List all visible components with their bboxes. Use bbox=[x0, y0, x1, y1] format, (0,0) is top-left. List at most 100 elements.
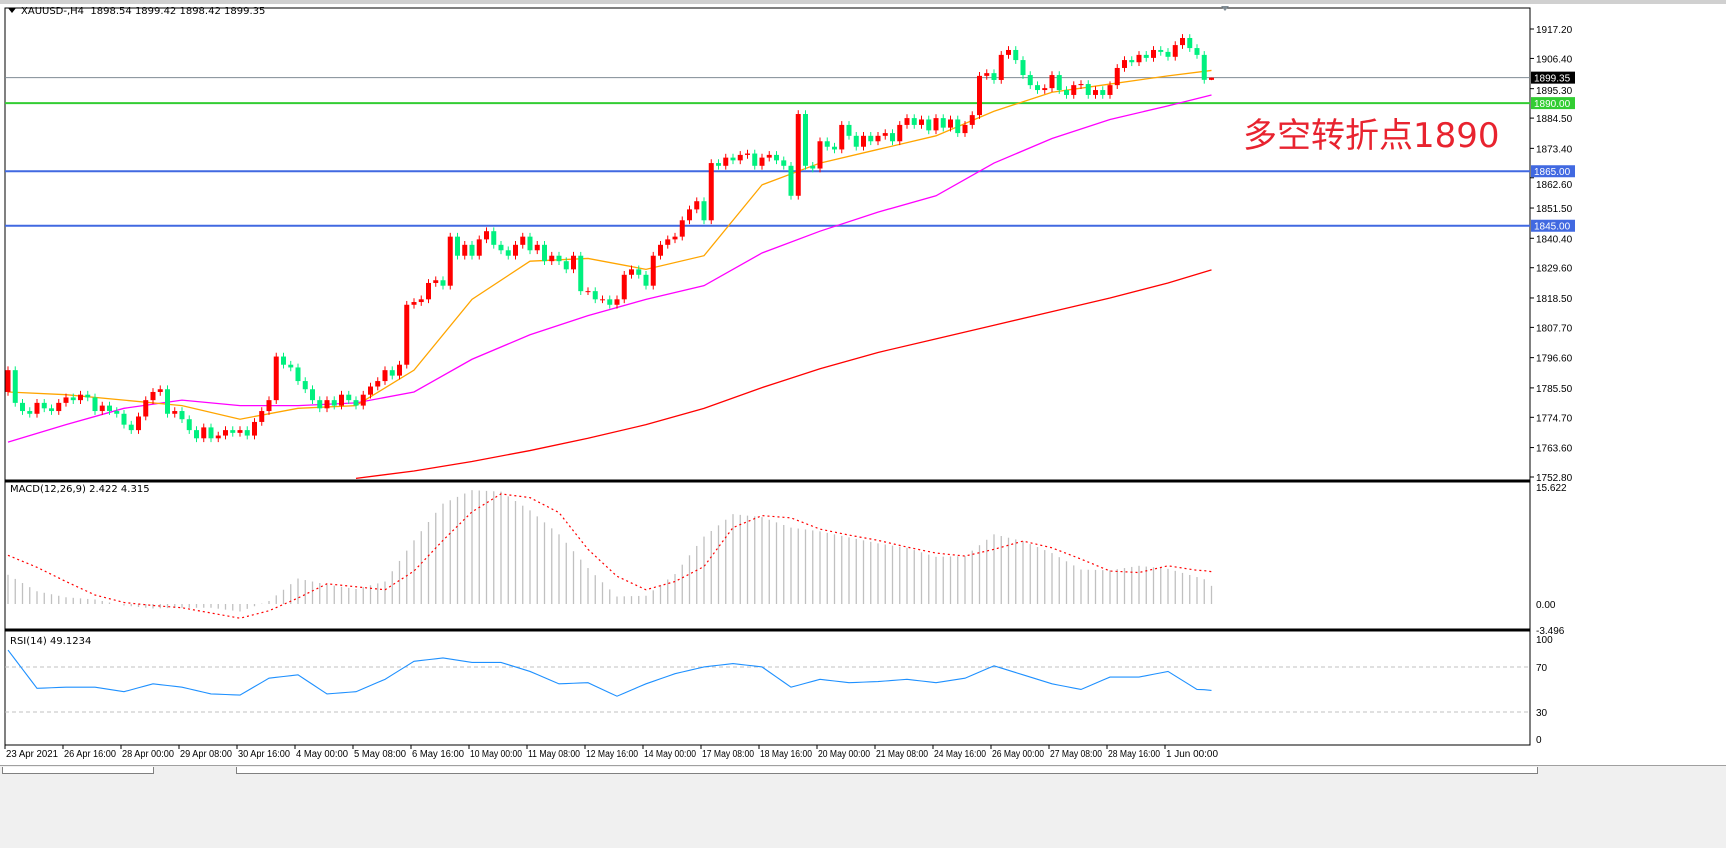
candle-body bbox=[179, 411, 185, 420]
level-label: 1890.00 bbox=[1534, 99, 1571, 110]
candle-body bbox=[861, 135, 866, 147]
candle bbox=[737, 151, 743, 165]
candle bbox=[157, 385, 163, 396]
candle bbox=[911, 114, 917, 129]
time-label: 26 May 00:00 bbox=[992, 749, 1044, 760]
candle-body bbox=[650, 255, 656, 286]
candle bbox=[1136, 51, 1142, 67]
candle bbox=[1085, 80, 1091, 99]
candle-body bbox=[288, 364, 294, 368]
candle bbox=[455, 232, 460, 260]
candle bbox=[404, 300, 410, 369]
candle-body bbox=[1151, 49, 1156, 58]
candle-body bbox=[578, 255, 584, 292]
candle bbox=[230, 426, 236, 437]
candle-body bbox=[984, 73, 990, 76]
candle-body bbox=[70, 397, 76, 401]
candle-body bbox=[1136, 54, 1142, 63]
candle bbox=[136, 412, 141, 434]
chart-tab[interactable] bbox=[2, 767, 154, 774]
candle bbox=[687, 205, 692, 225]
time-label: 23 Apr 2021 bbox=[6, 749, 58, 760]
candle bbox=[1209, 77, 1214, 81]
time-label: 20 May 00:00 bbox=[818, 749, 870, 760]
candle-body bbox=[208, 427, 214, 439]
candle bbox=[520, 232, 526, 249]
candle-body bbox=[1049, 75, 1055, 89]
candle-body bbox=[346, 394, 352, 401]
candle bbox=[165, 385, 170, 418]
candle bbox=[273, 352, 279, 404]
candle bbox=[295, 363, 301, 385]
price-tick-label: 1774.70 bbox=[1536, 413, 1573, 424]
time-label: 26 Apr 16:00 bbox=[64, 749, 116, 760]
candle bbox=[237, 426, 243, 437]
candle-body bbox=[1035, 85, 1040, 91]
candle bbox=[368, 382, 373, 399]
candle bbox=[650, 251, 656, 290]
candle bbox=[201, 423, 207, 443]
dropdown-triangle-icon[interactable] bbox=[8, 8, 16, 13]
candle bbox=[353, 396, 359, 410]
candle-body bbox=[1122, 60, 1127, 68]
candle-body bbox=[853, 135, 859, 147]
candle-body bbox=[737, 154, 743, 161]
time-label: 6 May 16:00 bbox=[412, 749, 464, 760]
candle bbox=[882, 129, 888, 140]
candle-body bbox=[63, 397, 69, 403]
candle bbox=[752, 149, 758, 170]
candle bbox=[27, 407, 33, 418]
candle bbox=[585, 287, 591, 295]
candle-body bbox=[20, 402, 25, 412]
candle-body bbox=[687, 209, 692, 221]
candle-body bbox=[1064, 90, 1069, 95]
candle-body bbox=[766, 154, 772, 158]
candle bbox=[556, 251, 562, 265]
candle-body bbox=[904, 118, 910, 125]
candle-body bbox=[462, 244, 468, 256]
candle bbox=[1143, 51, 1149, 62]
candle-body bbox=[186, 419, 192, 431]
candle bbox=[78, 390, 83, 404]
candle bbox=[513, 241, 518, 260]
candle bbox=[20, 399, 25, 415]
candle-body bbox=[911, 118, 917, 125]
candle-body bbox=[1042, 88, 1048, 91]
candle bbox=[1071, 81, 1077, 99]
candle-body bbox=[665, 239, 671, 245]
candle-body bbox=[469, 244, 475, 256]
candle bbox=[1158, 46, 1164, 56]
chart-title[interactable]: XAUUSD-,H4 1898.54 1899.42 1898.42 1899.… bbox=[8, 6, 265, 17]
candle-body bbox=[237, 430, 243, 433]
time-label: 18 May 16:00 bbox=[760, 749, 812, 760]
candle-body bbox=[621, 274, 627, 300]
candle-body bbox=[745, 153, 750, 155]
candle bbox=[948, 115, 953, 132]
candle bbox=[1056, 71, 1062, 94]
candle bbox=[476, 235, 482, 260]
candle-body bbox=[679, 220, 685, 237]
candle bbox=[12, 366, 18, 407]
candle-body bbox=[846, 124, 852, 136]
rsi-tick-label: 0 bbox=[1536, 735, 1542, 746]
candle-body bbox=[1143, 54, 1149, 58]
macd-label: MACD(12,26,9) 2.422 4.315 bbox=[10, 484, 150, 495]
time-label: 17 May 08:00 bbox=[702, 749, 754, 760]
rsi-tick-label: 100 bbox=[1536, 635, 1553, 646]
candle-body bbox=[447, 236, 453, 286]
candle-body bbox=[788, 165, 794, 196]
candle-body bbox=[85, 394, 91, 398]
candle bbox=[766, 151, 772, 162]
candle bbox=[34, 399, 40, 418]
candle-body bbox=[92, 397, 98, 412]
candle bbox=[70, 393, 76, 404]
candle-body bbox=[1107, 85, 1113, 95]
candle-body bbox=[368, 386, 373, 395]
time-label: 1 Jun 00:00 bbox=[1166, 749, 1218, 760]
chart-tab[interactable] bbox=[236, 767, 1538, 774]
candle bbox=[1107, 81, 1113, 99]
candle bbox=[861, 132, 866, 151]
candle-body bbox=[520, 236, 526, 245]
time-label: 5 May 08:00 bbox=[354, 749, 406, 760]
